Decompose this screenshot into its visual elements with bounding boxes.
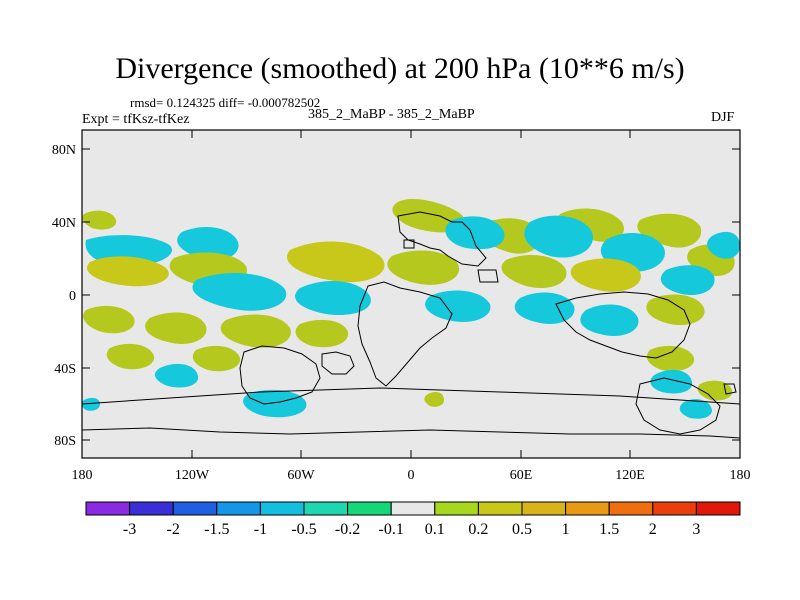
colorbar-swatch <box>608 501 654 516</box>
x-tick-label: 120E <box>615 468 645 483</box>
experiment-label: Expt = tfKsz-tfKez <box>82 112 190 127</box>
negative-region <box>177 227 239 261</box>
negative-region <box>82 397 100 411</box>
y-tick-label: 80N <box>52 143 76 158</box>
colorbar-swatch <box>216 501 261 516</box>
negative-region <box>295 281 371 316</box>
negative-region <box>425 290 491 323</box>
x-tick-label: 180 <box>730 468 751 483</box>
colorbar-swatch <box>477 501 523 516</box>
negative-region <box>243 389 307 418</box>
positive-region <box>697 380 733 401</box>
positive-region <box>646 294 705 326</box>
colorbar-swatch <box>129 501 174 516</box>
colorbar-label: 2 <box>649 521 657 538</box>
x-tick-label: 60W <box>287 468 315 483</box>
coastlines <box>82 211 740 439</box>
colorbar-label: -2 <box>167 521 180 538</box>
colorbar-swatch <box>652 501 697 516</box>
colorbar-label: -0.2 <box>335 521 360 538</box>
negative-region <box>192 273 287 311</box>
y-axis-ticks <box>82 148 740 441</box>
positive-region <box>145 312 207 345</box>
colorbar-label: 1 <box>562 521 570 538</box>
y-tick-label: 0 <box>69 289 76 304</box>
colorbar-label: 0.1 <box>425 521 445 538</box>
positive-region <box>570 258 641 292</box>
colorbar-swatch <box>347 501 392 516</box>
colorbar-swatch <box>390 501 436 516</box>
positive-region <box>83 305 135 334</box>
positive-region <box>86 256 169 287</box>
negative-region <box>679 399 712 419</box>
negative-region <box>514 292 575 325</box>
y-tick-label: 40N <box>52 216 76 231</box>
positive-region <box>424 392 444 407</box>
colorbar-label: -3 <box>123 521 136 538</box>
season-label: DJF <box>711 110 735 125</box>
colorbar-swatch <box>565 501 610 516</box>
divergence-field <box>82 199 740 439</box>
positive-region <box>287 241 385 283</box>
positive-region <box>387 250 460 285</box>
colorbar-label: 0.5 <box>512 521 532 538</box>
positive-region <box>220 314 291 348</box>
stats-line: rmsd= 0.124325 diff= -0.000782502 <box>130 95 321 110</box>
colorbar-label: 1.5 <box>599 521 619 538</box>
y-tick-label: 40S <box>54 362 76 377</box>
colorbar-swatch <box>259 501 305 516</box>
negative-region <box>524 215 593 258</box>
x-tick-label: 120W <box>175 468 210 483</box>
model-label: 385_2_MaBP - 385_2_MaBP <box>308 107 475 122</box>
colorbar-label: -0.5 <box>291 521 316 538</box>
positive-region <box>106 343 155 370</box>
x-tick-label: 180 <box>72 468 93 483</box>
negative-region <box>580 304 639 337</box>
positive-region <box>82 210 117 230</box>
colorbar-swatch <box>303 501 349 516</box>
x-axis-ticks <box>81 130 741 458</box>
colorbar-swatch <box>172 501 218 516</box>
colorbar-label: -0.1 <box>379 521 404 538</box>
positive-region <box>295 319 349 348</box>
x-tick-label: 0 <box>408 468 415 483</box>
negative-region <box>154 363 199 388</box>
colorbar-label: -1.5 <box>204 521 229 538</box>
colorbar-label: -1 <box>254 521 267 538</box>
colorbar-swatch <box>521 501 567 516</box>
positive-region <box>392 199 465 233</box>
positive-region <box>192 345 241 372</box>
x-tick-label: 60E <box>510 468 533 483</box>
colorbar-swatch <box>85 501 131 516</box>
colorbar-label: 0.2 <box>468 521 488 538</box>
colorbar-swatch <box>695 501 741 516</box>
positive-region <box>501 255 567 289</box>
negative-region <box>707 231 740 259</box>
positive-region <box>646 345 695 372</box>
y-tick-label: 80S <box>54 434 76 449</box>
negative-region <box>660 265 715 296</box>
colorbar-swatch <box>434 501 479 516</box>
colorbar: -3 -2 -1.5 -1 -0.5 -0.2 -0.1 0.1 0.2 0.5 1 1.5 2 3 <box>85 501 741 538</box>
map-title: Divergence (smoothed) at 200 hPa (10**6 … <box>115 52 685 85</box>
colorbar-label: 3 <box>692 521 700 538</box>
map-plot-area <box>82 130 740 458</box>
negative-region <box>650 369 693 394</box>
negative-region <box>445 216 505 250</box>
